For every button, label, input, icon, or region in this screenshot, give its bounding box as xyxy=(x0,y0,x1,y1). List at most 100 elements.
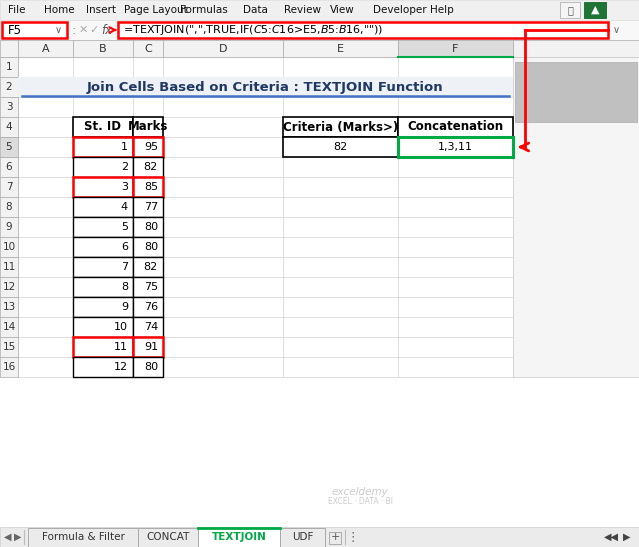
Bar xyxy=(2,22,67,38)
Text: 5: 5 xyxy=(6,142,12,152)
Text: ∨: ∨ xyxy=(612,25,620,35)
Text: 7: 7 xyxy=(6,182,12,192)
Text: ▶: ▶ xyxy=(14,532,22,542)
Bar xyxy=(133,177,163,197)
Bar xyxy=(133,197,163,217)
Bar xyxy=(0,237,18,257)
Text: 80: 80 xyxy=(144,242,158,252)
Bar xyxy=(73,177,133,197)
Text: ∨: ∨ xyxy=(55,25,62,35)
Text: TEXTJOIN: TEXTJOIN xyxy=(212,532,266,542)
Text: fx: fx xyxy=(102,24,112,37)
Text: exceldemy: exceldemy xyxy=(332,487,389,497)
Text: 12: 12 xyxy=(114,362,128,372)
Text: View: View xyxy=(330,5,355,15)
Bar xyxy=(133,357,163,377)
Bar xyxy=(0,57,18,77)
Text: 82: 82 xyxy=(144,162,158,172)
Bar xyxy=(133,117,163,137)
Text: Developer: Developer xyxy=(373,5,427,15)
Text: ◀◀: ◀◀ xyxy=(603,532,619,542)
Text: F: F xyxy=(452,44,459,54)
Bar xyxy=(283,40,398,57)
Text: 82: 82 xyxy=(334,142,348,152)
Text: Page Layout: Page Layout xyxy=(124,5,188,15)
Text: 16: 16 xyxy=(3,362,15,372)
Bar xyxy=(0,137,18,157)
Bar xyxy=(0,77,18,97)
Bar xyxy=(138,528,198,547)
Text: 95: 95 xyxy=(144,142,158,152)
Bar xyxy=(0,157,18,177)
Bar xyxy=(73,297,133,317)
Bar xyxy=(283,137,398,157)
Text: 76: 76 xyxy=(144,302,158,312)
Bar xyxy=(163,40,283,57)
Text: 4: 4 xyxy=(121,202,128,212)
Text: B: B xyxy=(99,44,107,54)
Text: Formula & Filter: Formula & Filter xyxy=(42,532,125,542)
Text: 4: 4 xyxy=(6,122,12,132)
Bar xyxy=(18,77,513,97)
Bar xyxy=(73,277,133,297)
Bar xyxy=(133,277,163,297)
Text: ▲: ▲ xyxy=(590,5,599,15)
Text: 9: 9 xyxy=(6,222,12,232)
Bar xyxy=(133,337,163,357)
Text: Home: Home xyxy=(44,5,75,15)
Text: CONCAT: CONCAT xyxy=(146,532,190,542)
Bar xyxy=(0,277,18,297)
Bar xyxy=(0,40,18,57)
Bar xyxy=(133,137,163,157)
Text: :: : xyxy=(72,24,76,37)
Bar xyxy=(118,22,608,38)
Text: D: D xyxy=(219,44,227,54)
Bar xyxy=(133,40,163,57)
Text: ⬜: ⬜ xyxy=(567,5,573,15)
Text: 91: 91 xyxy=(144,342,158,352)
Text: UDF: UDF xyxy=(292,532,313,542)
Bar xyxy=(73,137,133,157)
Bar xyxy=(133,257,163,277)
Bar xyxy=(73,257,133,277)
Text: Insert: Insert xyxy=(86,5,116,15)
Text: 10: 10 xyxy=(3,242,15,252)
Text: 9: 9 xyxy=(121,302,128,312)
Text: 77: 77 xyxy=(144,202,158,212)
Text: ◀: ◀ xyxy=(4,532,12,542)
Text: 8: 8 xyxy=(6,202,12,212)
Text: 11: 11 xyxy=(114,342,128,352)
Text: Formulas: Formulas xyxy=(180,5,227,15)
Text: 75: 75 xyxy=(144,282,158,292)
Bar xyxy=(0,20,639,40)
Text: F5: F5 xyxy=(8,24,22,37)
Bar xyxy=(584,2,606,18)
Bar xyxy=(133,297,163,317)
Bar xyxy=(0,217,18,237)
Bar xyxy=(329,532,341,544)
Bar xyxy=(73,197,133,217)
Bar xyxy=(513,40,639,57)
Bar xyxy=(0,97,18,117)
Bar xyxy=(283,117,398,137)
Bar xyxy=(0,197,18,217)
Bar xyxy=(73,357,133,377)
Text: 6: 6 xyxy=(121,242,128,252)
Bar xyxy=(198,528,280,547)
Text: 12: 12 xyxy=(3,282,15,292)
Text: 1: 1 xyxy=(6,62,12,72)
Bar xyxy=(398,40,513,57)
Text: ✓: ✓ xyxy=(89,25,98,35)
Bar xyxy=(133,157,163,177)
Text: 13: 13 xyxy=(3,302,15,312)
Bar xyxy=(73,117,133,137)
Text: 15: 15 xyxy=(3,342,15,352)
Bar xyxy=(0,117,18,137)
Text: 2: 2 xyxy=(121,162,128,172)
Bar xyxy=(73,217,133,237)
Text: Data: Data xyxy=(243,5,268,15)
Text: E: E xyxy=(337,44,344,54)
Bar xyxy=(280,528,325,547)
Bar xyxy=(28,528,138,547)
Text: 8: 8 xyxy=(121,282,128,292)
